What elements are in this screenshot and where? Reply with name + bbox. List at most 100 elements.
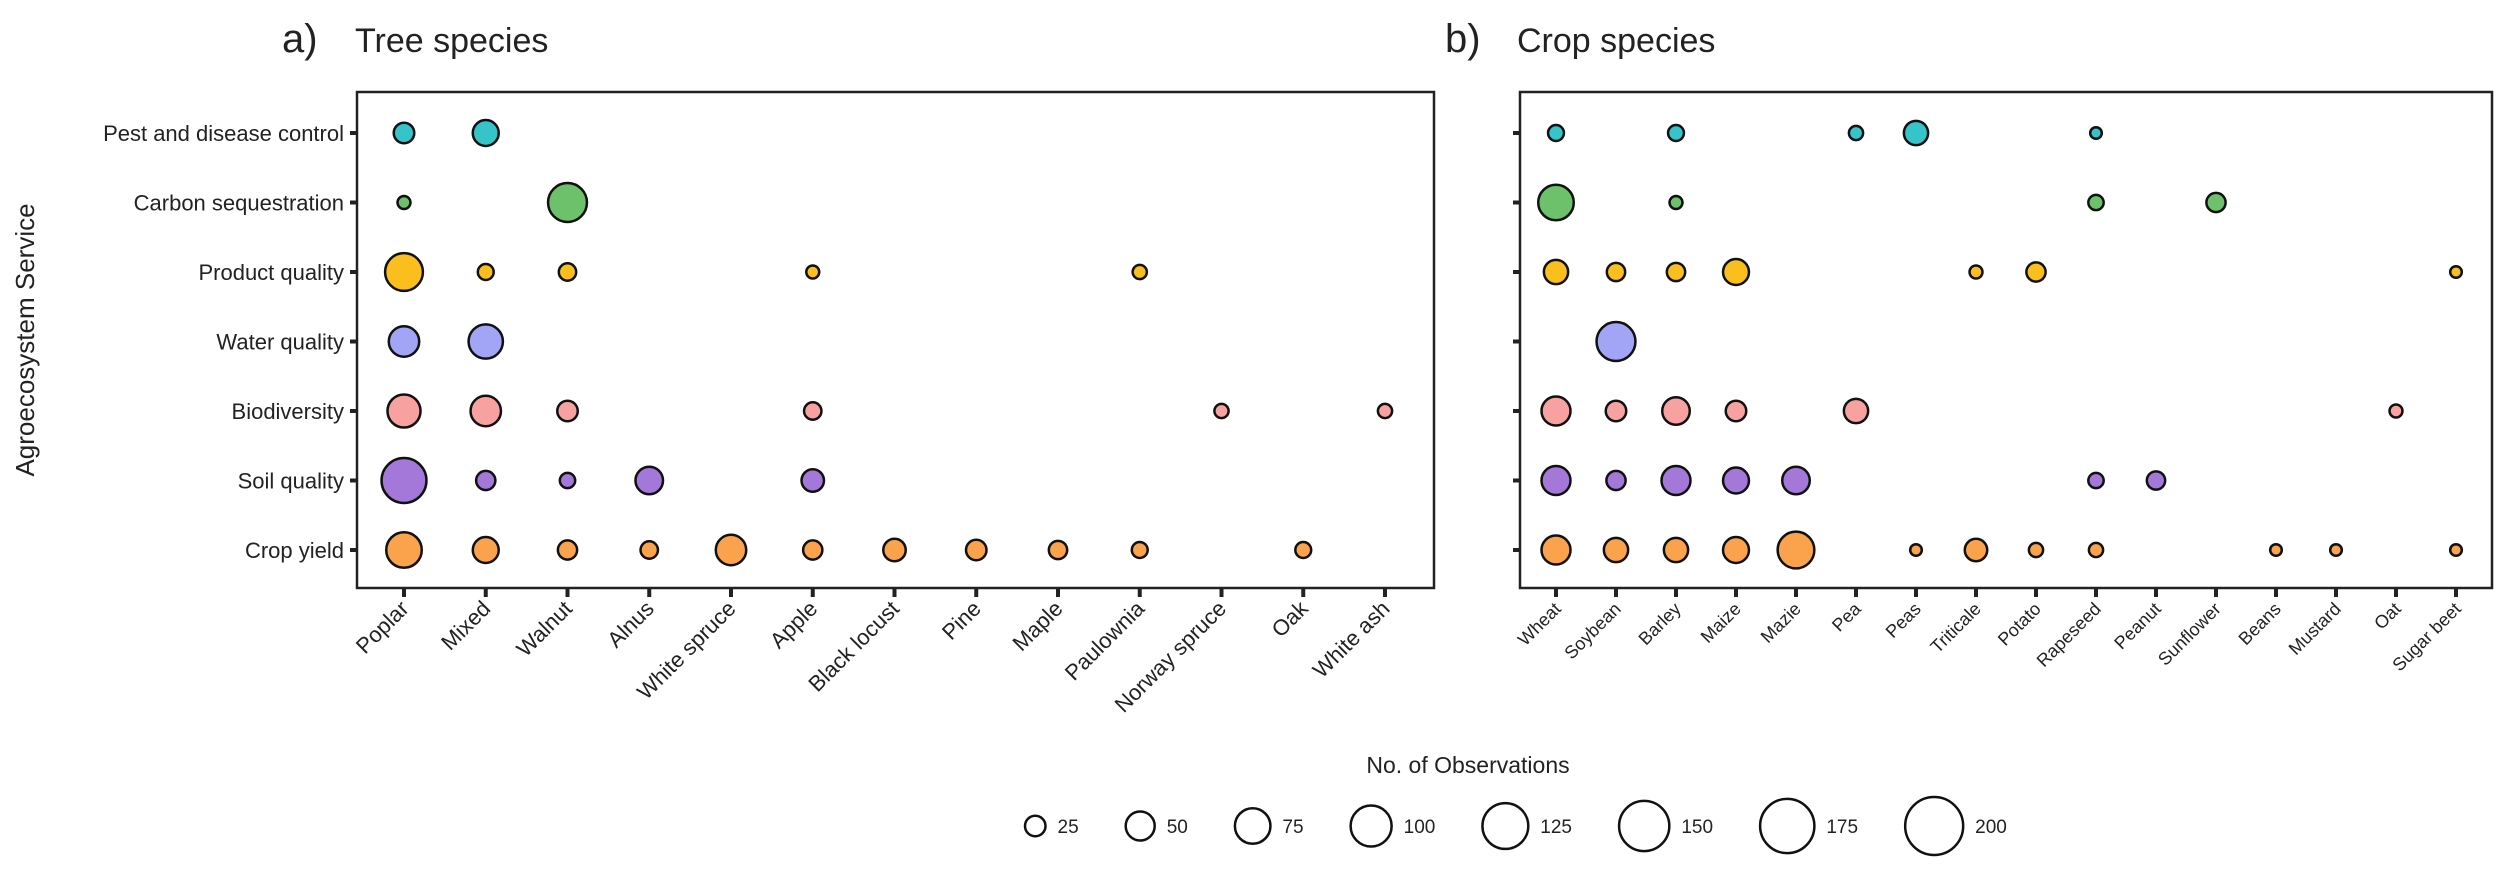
bubble-product-quality-soybean: [1605, 261, 1627, 283]
bubble-soil-quality-mazie: [1780, 465, 1812, 496]
x-tick-label: Barley: [1635, 599, 1685, 649]
x-tick-label: Pea: [1828, 598, 1865, 635]
bubble-crop-yield-black-locust: [882, 537, 907, 563]
bubble-crop-yield-paulownia: [1130, 540, 1149, 560]
legend-label: 175: [1826, 817, 1858, 838]
bubble-product-quality-paulownia: [1131, 263, 1149, 281]
x-tick-label: Triticale: [1927, 599, 1985, 657]
bubble-soil-quality-maize: [1721, 466, 1751, 495]
bubble-carbon-sequestration-wheat: [1536, 183, 1576, 222]
bubble-crop-yield-potato: [2027, 541, 2045, 559]
bubble-carbon-sequestration-barley: [1668, 194, 1684, 211]
bubble-crop-yield-beans: [2268, 542, 2284, 558]
x-tick-label: Walnut: [512, 596, 578, 662]
bubble-crop-yield-apple: [801, 539, 824, 561]
x-tick-label: Wheat: [1514, 599, 1565, 650]
panel-letter: a): [282, 17, 318, 61]
bubble-product-quality-barley: [1665, 261, 1687, 283]
bubble-product-quality-triticale: [1968, 264, 1984, 280]
legend-circle-175: [1758, 797, 1816, 855]
legend-circle-100: [1349, 804, 1393, 848]
bubble-crop-yield-barley: [1662, 536, 1690, 564]
legend-label: 125: [1540, 817, 1572, 838]
bubble-crop-yield-mazie: [1776, 530, 1816, 570]
bubble-soil-quality-poplar: [380, 456, 428, 505]
bubble-crop-yield-wheat: [1540, 534, 1572, 566]
x-tick-label: Mazie: [1757, 599, 1805, 647]
bubble-crop-yield-maple: [1047, 539, 1069, 561]
bubble-crop-yield-oak: [1294, 540, 1313, 560]
x-tick-label: Potato: [1994, 599, 2045, 650]
panel-letter: b): [1445, 17, 1481, 61]
bubble-product-quality-apple: [805, 264, 821, 280]
bubble-soil-quality-walnut: [558, 471, 577, 490]
x-tick-label: Poplar: [351, 596, 414, 659]
bubble-product-quality-maize: [1721, 257, 1751, 287]
bubble-product-quality-mixed: [476, 262, 495, 282]
legend-circle-50: [1124, 810, 1156, 842]
bubble-soil-quality-rapeseed: [2087, 471, 2105, 490]
bubble-biodiversity-oat: [2388, 403, 2404, 419]
bubble-crop-yield-rapeseed: [2087, 541, 2105, 559]
bubble-water-quality-soybean: [1595, 320, 1637, 363]
bubble-crop-yield-poplar: [384, 530, 424, 570]
bubble-carbon-sequestration-poplar: [396, 194, 412, 211]
bubble-biodiversity-soybean: [1604, 399, 1628, 423]
bubble-crop-yield-peas: [1908, 542, 1924, 558]
legend-label: 75: [1282, 817, 1303, 838]
bubble-soil-quality-peanut: [2145, 470, 2167, 491]
x-tick-label: Mustard: [2285, 599, 2345, 659]
y-tick-label: Carbon sequestration: [134, 191, 344, 216]
bubble-pest-and-disease-control-rapeseed: [2088, 125, 2104, 141]
bubble-soil-quality-soybean: [1605, 469, 1627, 492]
bubble-product-quality-potato: [2025, 261, 2047, 283]
bubble-soil-quality-apple: [800, 468, 826, 493]
bubble-crop-yield-walnut: [556, 539, 579, 561]
bubble-pest-and-disease-control-barley: [1666, 123, 1686, 143]
bubble-crop-yield-alnus: [639, 540, 660, 560]
y-tick-label: Water quality: [216, 330, 344, 355]
bubble-biodiversity-mixed: [469, 394, 503, 428]
x-tick-label: Sunflower: [2154, 599, 2225, 670]
bubble-crop-yield-triticale: [1963, 537, 1989, 563]
bubble-biodiversity-norway-spruce: [1213, 402, 1230, 420]
bubble-pest-and-disease-control-pea: [1847, 124, 1865, 142]
bubble-soil-quality-barley: [1660, 464, 1692, 497]
x-tick-label: White ash: [1308, 596, 1395, 683]
legend-label: 150: [1681, 817, 1713, 838]
x-tick-label: Peanut: [2110, 599, 2164, 653]
bubble-product-quality-sugar-beet: [2448, 264, 2464, 280]
bubble-carbon-sequestration-rapeseed: [2087, 193, 2105, 212]
x-tick-label: Alnus: [602, 596, 659, 653]
y-tick-label: Product quality: [198, 260, 344, 285]
bubble-product-quality-poplar: [383, 251, 425, 293]
legend-label: 50: [1167, 817, 1188, 838]
bubble-water-quality-mixed: [467, 323, 505, 360]
bubble-product-quality-walnut: [557, 262, 578, 282]
x-tick-label: Maple: [1007, 596, 1067, 656]
x-tick-label: Rapeseed: [2033, 599, 2105, 671]
legend-title: No. of Observations: [1366, 752, 1569, 778]
x-tick-label: Apple: [765, 596, 822, 653]
y-tick-label: Soil quality: [238, 469, 344, 494]
bubble-biodiversity-walnut: [556, 399, 579, 423]
legend-label: 200: [1975, 817, 2007, 838]
legend-label: 25: [1058, 817, 1079, 838]
bubble-carbon-sequestration-walnut: [546, 181, 589, 224]
bubble-pest-and-disease-control-mixed: [471, 118, 500, 148]
bubble-product-quality-wheat: [1542, 258, 1570, 286]
bubble-pest-and-disease-control-peas: [1902, 119, 1930, 147]
x-tick-label: Oat: [2370, 599, 2405, 634]
bubble-biodiversity-white-ash: [1376, 402, 1394, 420]
x-tick-label: Oak: [1267, 595, 1314, 642]
bubble-crop-yield-white-spruce: [714, 533, 748, 567]
bubble-biodiversity-apple: [802, 401, 823, 421]
y-tick-label: Crop yield: [245, 538, 344, 563]
bubble-biodiversity-pea: [1842, 397, 1870, 425]
bubble-biodiversity-maize: [1724, 399, 1748, 423]
bubble-soil-quality-mixed: [474, 469, 497, 492]
legend-circle-125: [1481, 801, 1530, 851]
plot-frame: [1518, 90, 2494, 590]
